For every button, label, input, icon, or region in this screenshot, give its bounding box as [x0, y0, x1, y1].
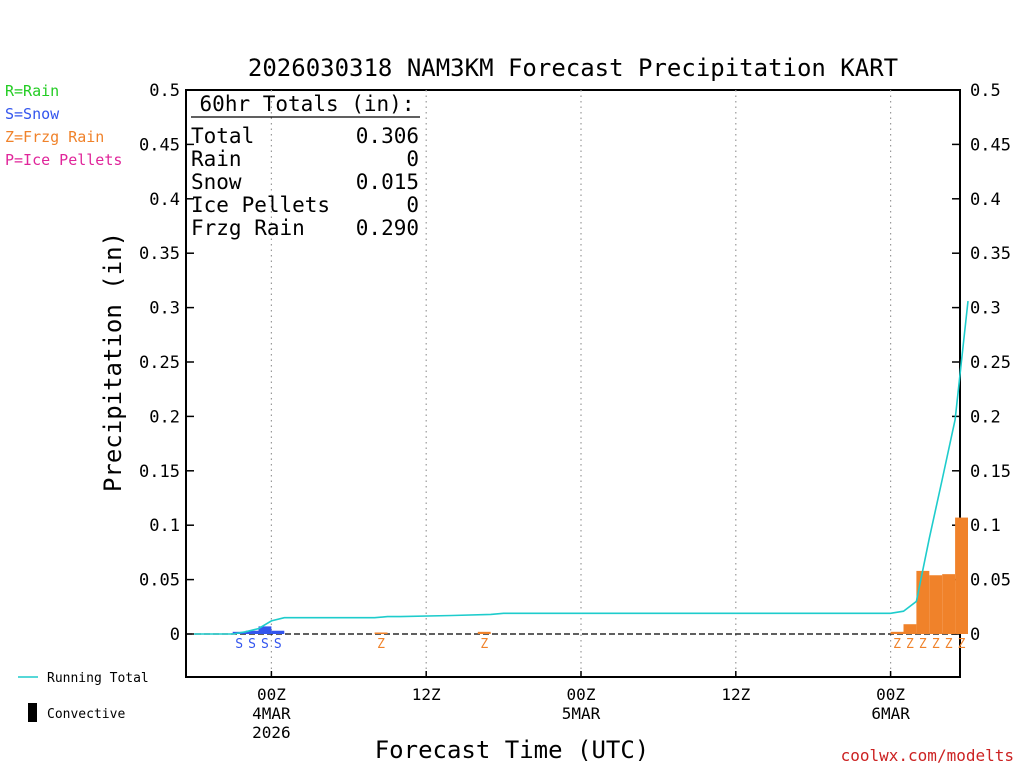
y-tick-label-left: 0.3 [149, 299, 180, 319]
totals-header: 60hr Totals (in): [200, 92, 415, 116]
totals-row-value: 0 [406, 147, 419, 171]
y-tick-label-left: 0.15 [139, 462, 180, 482]
x-tick-label: 00Z [567, 685, 596, 704]
y-tick-label-left: 0.1 [149, 516, 180, 536]
precip-type-letter: S [235, 637, 243, 652]
precip-type-letter: S [274, 637, 282, 652]
x-tick-label: 4MAR [252, 704, 291, 723]
precip-type-letter: Z [958, 637, 966, 652]
x-tick-label: 00Z [876, 685, 905, 704]
precip-bar [890, 631, 904, 634]
x-tick-label: 12Z [721, 685, 750, 704]
totals-row-value: 0.015 [356, 170, 419, 194]
totals-row-value: 0 [406, 193, 419, 217]
type-legend-entry: S=Snow [5, 105, 60, 123]
type-legend-entry: R=Rain [5, 82, 59, 100]
y-tick-label-left: 0.05 [139, 571, 180, 591]
running-total-line [194, 301, 969, 635]
y-tick-label-right: 0.25 [970, 353, 1011, 373]
totals-row-label: Rain [191, 147, 242, 171]
convective-legend-label: Convective [47, 707, 125, 722]
y-tick-label-right: 0.1 [970, 516, 1001, 536]
x-tick-label: 5MAR [562, 704, 601, 723]
x-tick-label: 00Z [257, 685, 286, 704]
precip-type-letter: S [248, 637, 256, 652]
y-tick-label-left: 0.35 [139, 244, 180, 264]
precip-bar [374, 632, 388, 634]
y-tick-label-right: 0.05 [970, 571, 1011, 591]
precip-bar [271, 630, 285, 634]
y-tick-label-right: 0.45 [970, 135, 1011, 155]
precip-type-letter: Z [377, 637, 385, 652]
precip-type-letter: Z [919, 637, 927, 652]
type-legend-entry: P=Ice Pellets [5, 151, 122, 169]
x-axis-label: Forecast Time (UTC) [375, 736, 650, 764]
y-tick-label-right: 0.3 [970, 299, 1001, 319]
y-tick-label-left: 0.45 [139, 135, 180, 155]
precip-bar [916, 570, 930, 634]
precip-bar [477, 631, 491, 634]
precip-bar [929, 575, 943, 634]
y-tick-label-left: 0.2 [149, 407, 180, 427]
plot-frame [185, 89, 961, 678]
precip-type-letter: Z [932, 637, 940, 652]
type-legend-entry: Z=Frzg Rain [5, 128, 104, 146]
y-tick-label-right: 0.4 [970, 190, 1001, 210]
credit-text: coolwx.com/modelts [841, 746, 1014, 765]
precip-bar [245, 630, 259, 634]
totals-row-label: Frzg Rain [191, 216, 305, 240]
totals-row-value: 0.306 [356, 124, 419, 148]
y-tick-label-right: 0.2 [970, 407, 1001, 427]
y-tick-label-right: 0.15 [970, 462, 1011, 482]
totals-row-label: Total [191, 124, 254, 148]
totals-row-value: 0.290 [356, 216, 419, 240]
y-tick-label-left: 0.5 [149, 81, 180, 101]
y-tick-label-right: 0.35 [970, 244, 1011, 264]
y-tick-label-left: 0.4 [149, 190, 180, 210]
chart-title: 2026030318 NAM3KM Forecast Precipitation… [248, 54, 898, 82]
y-tick-label-left: 0 [170, 625, 180, 645]
precip-bar [903, 624, 917, 634]
precip-type-letter: Z [480, 637, 488, 652]
precip-type-letter: Z [945, 637, 953, 652]
y-tick-label-right: 0 [970, 625, 980, 645]
running-total-legend-label: Running Total [47, 671, 149, 686]
x-tick-label: 12Z [412, 685, 441, 704]
x-tick-label: 2026 [252, 723, 291, 742]
precip-type-letter: Z [906, 637, 914, 652]
totals-row-label: Ice Pellets [191, 193, 330, 217]
precip-bar [258, 626, 272, 634]
y-axis-label: Precipitation (in) [99, 232, 127, 492]
precip-bar [942, 574, 956, 634]
x-tick-label: 6MAR [871, 704, 910, 723]
precip-type-letter: Z [893, 637, 901, 652]
precip-bar [955, 517, 968, 634]
convective-legend-swatch [28, 703, 37, 722]
y-tick-label-left: 0.25 [139, 353, 180, 373]
precip-type-letter: S [261, 637, 269, 652]
totals-row-label: Snow [191, 170, 242, 194]
y-tick-label-right: 0.5 [970, 81, 1001, 101]
